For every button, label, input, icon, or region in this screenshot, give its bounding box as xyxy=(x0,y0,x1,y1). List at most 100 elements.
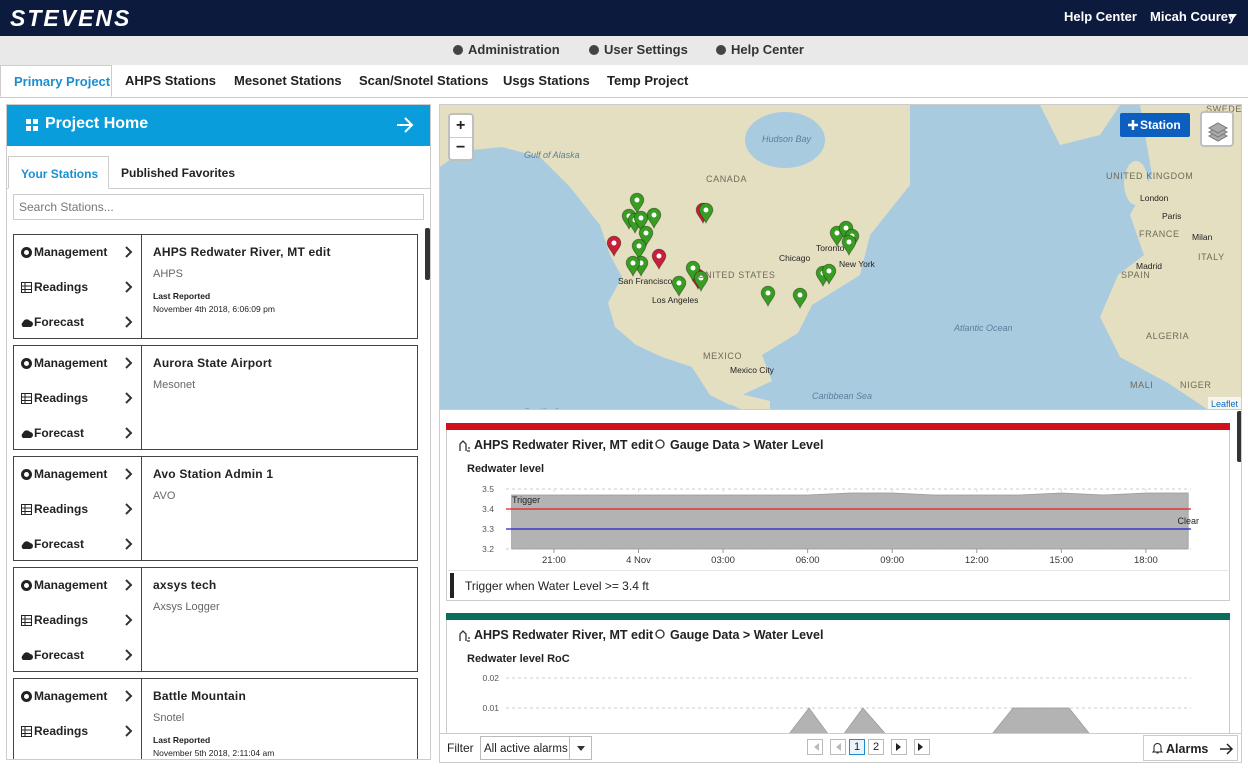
station-action[interactable]: Readings xyxy=(14,492,141,527)
sub-nav-link[interactable]: User Settings xyxy=(604,42,688,57)
station-marker[interactable] xyxy=(693,270,709,293)
sub-nav-link[interactable]: Administration xyxy=(468,42,560,57)
pager-first[interactable] xyxy=(807,739,823,755)
sub-nav-link[interactable]: Help Center xyxy=(731,42,804,57)
project-tab[interactable]: Scan/Snotel Stations xyxy=(346,65,490,97)
pager-prev[interactable] xyxy=(830,739,846,755)
station-actions: Management Readings Forecast xyxy=(14,235,142,338)
station-action-label: Management xyxy=(34,356,108,370)
station-marker[interactable] xyxy=(633,210,649,233)
map-label: Caribbean Sea xyxy=(812,391,873,401)
station-marker[interactable] xyxy=(646,207,662,230)
station-action[interactable]: Forecast xyxy=(14,749,141,759)
action-icon xyxy=(21,430,33,438)
marker-dot xyxy=(826,268,832,274)
chevron xyxy=(125,503,133,515)
icon-shape xyxy=(453,45,463,55)
alarm-condition: Trigger when Water Level >= 3.4 ft xyxy=(448,570,1228,600)
gear xyxy=(21,691,32,702)
pager-page-label: 2 xyxy=(873,741,880,753)
nav-icon xyxy=(589,45,599,55)
project-home-bar[interactable]: Project Home xyxy=(7,105,430,146)
station-marker[interactable] xyxy=(606,235,622,258)
station-marker[interactable] xyxy=(760,285,776,308)
station-card: Management Readings Forecast Avo Station Ad… xyxy=(13,456,418,561)
marker-dot xyxy=(676,280,682,286)
station-marker[interactable] xyxy=(629,192,645,215)
project-tab[interactable]: Mesonet Stations xyxy=(221,65,346,97)
caret xyxy=(577,746,585,751)
station-marker[interactable] xyxy=(698,202,714,225)
alarm-filter-select[interactable]: All active alarms xyxy=(480,736,592,760)
station-icon xyxy=(459,440,470,452)
project-tab[interactable]: Temp Project xyxy=(594,65,693,97)
y-tick-label: 3.5 xyxy=(482,484,494,494)
station-action[interactable]: Readings xyxy=(14,603,141,638)
alarms-button[interactable]: Alarms xyxy=(1143,735,1238,761)
cloud xyxy=(21,541,33,549)
station-action[interactable]: Forecast xyxy=(14,416,141,451)
station-card: Management Readings Forecast axsys tech Axsy… xyxy=(13,567,418,672)
station-marker[interactable] xyxy=(821,263,837,286)
marker-body xyxy=(760,285,776,308)
zoom-out[interactable]: − xyxy=(450,137,472,159)
station-marker[interactable] xyxy=(671,275,687,298)
panel-tab[interactable]: Published Favorites xyxy=(109,156,239,189)
help-center-link[interactable]: Help Center xyxy=(1064,9,1137,24)
station-action[interactable]: Management xyxy=(14,235,141,270)
layers-control[interactable] xyxy=(1200,111,1234,147)
add-station-button[interactable]: Station xyxy=(1120,113,1190,137)
panel-tab[interactable]: Your Stations xyxy=(8,156,109,189)
caret xyxy=(1229,14,1237,19)
station-action[interactable]: Management xyxy=(14,457,141,492)
station-type: AVO xyxy=(153,490,176,502)
pager-page[interactable]: 1 xyxy=(849,739,865,755)
project-tab[interactable]: AHPS Stations xyxy=(112,65,221,97)
station-action[interactable]: Forecast xyxy=(14,305,141,340)
station-action[interactable]: Management xyxy=(14,679,141,714)
station-action[interactable]: Forecast xyxy=(14,638,141,673)
cloud xyxy=(21,319,33,327)
project-tab[interactable]: Primary Project xyxy=(0,65,112,97)
pager-last[interactable] xyxy=(914,739,930,755)
alarm-card: AHPS Redwater River, MT edit Gauge Data >… xyxy=(446,613,1230,735)
station-search[interactable]: Search Stations... xyxy=(13,194,424,220)
pager-next[interactable] xyxy=(891,739,907,755)
station-action[interactable]: Forecast xyxy=(14,527,141,562)
chevron-icon xyxy=(125,316,133,328)
station-marker[interactable] xyxy=(841,234,857,257)
station-action[interactable]: Readings xyxy=(14,381,141,416)
panel-tab-label: Published Favorites xyxy=(121,166,236,180)
station-marker[interactable] xyxy=(638,225,654,248)
station-action[interactable]: Management xyxy=(14,346,141,381)
pager-arrow xyxy=(836,743,841,751)
station-actions: Management Readings Forecast xyxy=(14,346,142,449)
land xyxy=(440,105,910,405)
station-action[interactable]: Readings xyxy=(14,714,141,749)
station-action[interactable]: Readings xyxy=(14,270,141,305)
attribution-link[interactable]: Leaflet xyxy=(1211,399,1239,409)
station-marker[interactable] xyxy=(631,238,647,261)
chevron-icon xyxy=(125,690,133,702)
station-marker[interactable] xyxy=(792,287,808,310)
station-action[interactable]: Management xyxy=(14,568,141,603)
icon-shape xyxy=(26,126,31,131)
station-marker[interactable] xyxy=(625,255,641,278)
marker-dot xyxy=(630,260,636,266)
pager-page[interactable]: 2 xyxy=(868,739,884,755)
project-tab[interactable]: Usgs Stations xyxy=(490,65,594,97)
icon-shape xyxy=(33,126,38,131)
x-tick-label: 4 Nov xyxy=(626,555,651,566)
zoom-in[interactable]: + xyxy=(450,115,472,138)
alarm-color-bar xyxy=(446,613,1230,620)
y-tick-label: 3.2 xyxy=(482,544,494,554)
scrollbar xyxy=(425,228,430,280)
marker-body xyxy=(638,225,654,248)
table-lines xyxy=(21,393,32,404)
y-tick-label: 0.02 xyxy=(482,673,499,683)
user-menu[interactable]: Micah Courey xyxy=(1150,9,1236,24)
icon-shape xyxy=(459,630,470,642)
chevron xyxy=(125,538,133,550)
station-marker[interactable] xyxy=(651,248,667,271)
icon-shape xyxy=(459,440,470,452)
